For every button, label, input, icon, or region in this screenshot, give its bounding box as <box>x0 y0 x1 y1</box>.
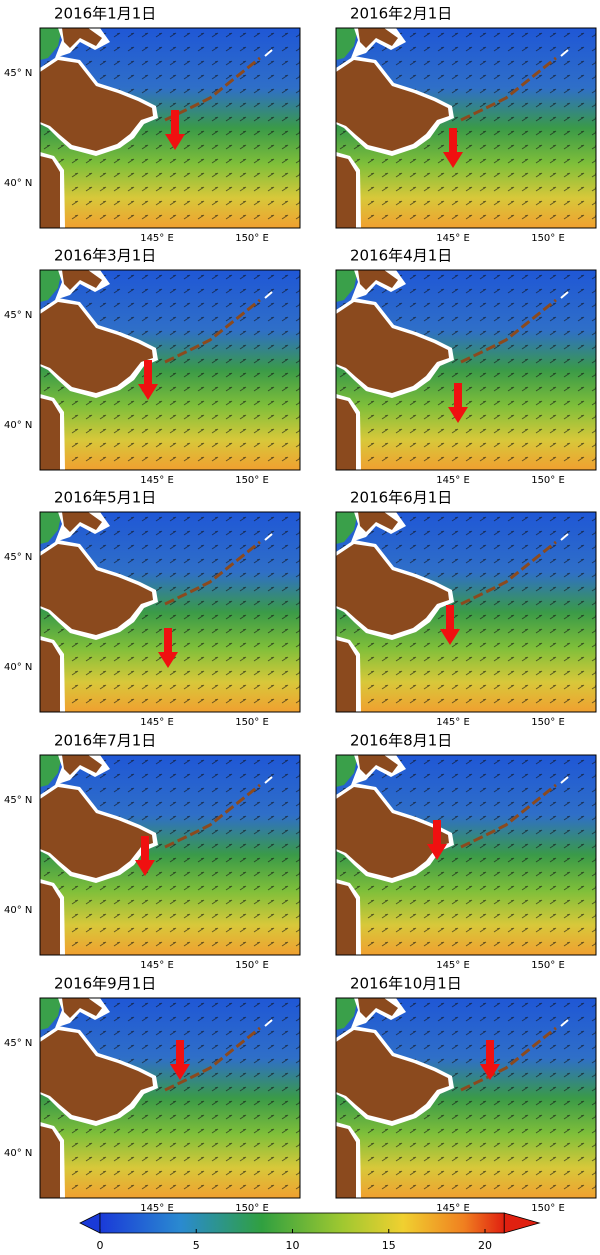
map <box>336 755 596 955</box>
red-arrow <box>480 1040 500 1080</box>
x-axis-label: 145° E <box>140 960 174 971</box>
panel-title: 2016年4月1日 <box>350 247 452 265</box>
map-frame <box>335 997 597 1199</box>
red-arrow <box>135 836 155 876</box>
y-axis-label: 45° N <box>4 310 32 321</box>
x-axis-label: 150° E <box>531 475 565 486</box>
panel-title: 2016年9月1日 <box>54 975 156 993</box>
x-axis-label: 150° E <box>531 1203 565 1214</box>
x-axis-label: 145° E <box>140 1203 174 1214</box>
map <box>336 512 596 712</box>
panel-title: 2016年8月1日 <box>350 732 452 750</box>
map-frame <box>39 754 301 956</box>
map-frame <box>335 511 597 713</box>
colorbar <box>99 1212 505 1234</box>
red-arrow <box>165 110 185 150</box>
x-axis-label: 145° E <box>436 717 470 728</box>
colorbar-tick-label: 5 <box>193 1239 200 1252</box>
panel-title: 2016年7月1日 <box>54 732 156 750</box>
colorbar-tick-label: 0 <box>97 1239 104 1252</box>
map-frame <box>335 754 597 956</box>
map <box>336 998 596 1198</box>
y-axis-label: 40° N <box>4 178 32 189</box>
x-axis-label: 150° E <box>531 233 565 244</box>
colorbar-tick-label: 15 <box>382 1239 396 1252</box>
x-axis-label: 145° E <box>436 1203 470 1214</box>
x-axis-label: 150° E <box>235 717 269 728</box>
y-axis-label: 40° N <box>4 662 32 673</box>
x-axis-label: 150° E <box>531 717 565 728</box>
x-axis-label: 150° E <box>235 233 269 244</box>
colorbar-high <box>503 1212 541 1234</box>
map <box>40 512 300 712</box>
red-arrow <box>443 128 463 168</box>
map-frame <box>335 269 597 471</box>
y-axis-label: 45° N <box>4 68 32 79</box>
panel-title: 2016年5月1日 <box>54 489 156 507</box>
red-arrow <box>170 1040 190 1080</box>
map-frame <box>39 997 301 1199</box>
colorbar-tick-label: 20 <box>478 1239 492 1252</box>
panel-title: 2016年1月1日 <box>54 5 156 23</box>
x-axis-label: 150° E <box>235 475 269 486</box>
colorbar-tick-label: 10 <box>286 1239 300 1252</box>
x-axis-label: 145° E <box>140 717 174 728</box>
y-axis-label: 40° N <box>4 905 32 916</box>
map <box>336 28 596 228</box>
panel-title: 2016年3月1日 <box>54 247 156 265</box>
map <box>336 270 596 470</box>
y-axis-label: 40° N <box>4 1148 32 1159</box>
map-frame <box>335 27 597 229</box>
x-axis-label: 145° E <box>140 475 174 486</box>
red-arrow <box>427 820 447 860</box>
map <box>40 755 300 955</box>
colorbar-low <box>79 1212 101 1234</box>
map-frame <box>39 269 301 471</box>
map <box>40 998 300 1198</box>
x-axis-label: 145° E <box>436 960 470 971</box>
red-arrow <box>448 383 468 423</box>
x-axis-label: 150° E <box>235 1203 269 1214</box>
red-arrow <box>158 628 178 668</box>
panel-title: 2016年10月1日 <box>350 975 462 993</box>
y-axis-label: 45° N <box>4 552 32 563</box>
map <box>40 28 300 228</box>
y-axis-label: 40° N <box>4 420 32 431</box>
map-frame <box>39 27 301 229</box>
x-axis-label: 150° E <box>531 960 565 971</box>
x-axis-label: 145° E <box>436 233 470 244</box>
red-arrow <box>440 605 460 645</box>
y-axis-label: 45° N <box>4 795 32 806</box>
x-axis-label: 145° E <box>436 475 470 486</box>
x-axis-label: 150° E <box>235 960 269 971</box>
panel-title: 2016年6月1日 <box>350 489 452 507</box>
red-arrow <box>138 360 158 400</box>
y-axis-label: 45° N <box>4 1038 32 1049</box>
x-axis-label: 145° E <box>140 233 174 244</box>
map <box>40 270 300 470</box>
map-frame <box>39 511 301 713</box>
panel-title: 2016年2月1日 <box>350 5 452 23</box>
